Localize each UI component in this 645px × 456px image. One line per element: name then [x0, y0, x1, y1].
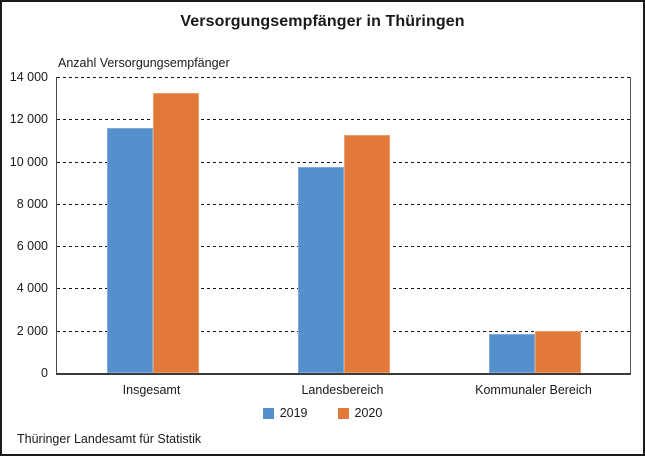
- bar-2020-0: [152, 92, 199, 373]
- bar-2019-2: [488, 333, 535, 373]
- legend: 2019 2020: [2, 406, 643, 420]
- legend-label: 2019: [279, 406, 308, 420]
- y-axis-title: Anzahl Versorgungsempfänger: [58, 56, 230, 70]
- bar-2020-2: [534, 330, 581, 373]
- legend-entry-2019: 2019: [262, 406, 308, 420]
- y-tick-label: 4 000: [16, 281, 48, 296]
- y-tick-label: 0: [41, 366, 48, 380]
- legend-swatch-icon: [262, 407, 274, 419]
- bar-2020-1: [343, 135, 390, 373]
- bar-2019-0: [106, 127, 153, 373]
- legend-label: 2020: [354, 406, 383, 420]
- legend-swatch-icon: [337, 407, 349, 419]
- gridline: [57, 77, 630, 78]
- source-note: Thüringer Landesamt für Statistik: [17, 432, 202, 446]
- y-tick-label: 8 000: [16, 196, 48, 211]
- plot-area: [56, 77, 631, 375]
- bar-2019-1: [297, 166, 344, 373]
- x-category-label: Landesbereich: [301, 383, 384, 397]
- y-tick-label: 6 000: [16, 239, 48, 254]
- y-tick-label: 12 000: [9, 112, 48, 127]
- legend-entry-2020: 2020: [337, 406, 383, 420]
- gridline: [57, 119, 630, 121]
- y-tick-label: 14 000: [9, 70, 48, 84]
- chart-title: Versorgungsempfänger in Thüringen: [180, 13, 465, 30]
- y-tick-label: 10 000: [9, 154, 48, 169]
- x-category-label: Insgesamt: [122, 383, 181, 397]
- y-tick-label: 2 000: [16, 323, 48, 338]
- x-category-label: Kommunaler Bereich: [475, 383, 592, 397]
